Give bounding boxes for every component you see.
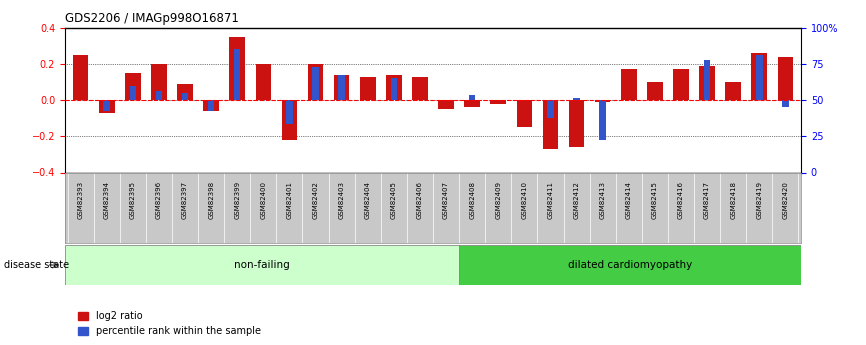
Text: GSM82420: GSM82420 xyxy=(782,181,788,219)
Bar xyxy=(182,93,188,100)
Text: GSM82394: GSM82394 xyxy=(104,181,110,219)
Legend: log2 ratio, percentile rank within the sample: log2 ratio, percentile rank within the s… xyxy=(74,307,264,340)
Bar xyxy=(726,82,741,100)
Text: GSM82399: GSM82399 xyxy=(234,181,240,219)
Bar xyxy=(569,100,585,147)
Text: GSM82400: GSM82400 xyxy=(261,181,267,219)
Bar xyxy=(360,77,376,100)
Text: GSM82403: GSM82403 xyxy=(339,181,345,219)
Text: GSM82398: GSM82398 xyxy=(208,181,214,219)
Bar xyxy=(151,64,167,100)
Bar xyxy=(778,57,793,100)
Text: GSM82410: GSM82410 xyxy=(521,181,527,219)
Bar xyxy=(307,64,323,100)
Bar xyxy=(490,100,506,104)
Bar xyxy=(469,95,475,100)
Bar xyxy=(547,100,553,118)
Text: disease state: disease state xyxy=(4,260,69,270)
Text: GSM82412: GSM82412 xyxy=(573,181,579,219)
Bar xyxy=(573,98,580,100)
Bar xyxy=(286,100,293,124)
Bar xyxy=(234,49,241,100)
Bar xyxy=(339,75,345,100)
Text: GSM82419: GSM82419 xyxy=(756,181,762,219)
Bar xyxy=(130,86,136,100)
Bar xyxy=(313,68,319,100)
Bar xyxy=(156,91,162,100)
Text: GSM82395: GSM82395 xyxy=(130,181,136,219)
Text: GSM82393: GSM82393 xyxy=(78,181,84,219)
Text: GSM82407: GSM82407 xyxy=(443,181,449,219)
Bar xyxy=(229,37,245,100)
Bar xyxy=(699,66,715,100)
Text: GSM82397: GSM82397 xyxy=(182,181,188,219)
Bar xyxy=(412,77,428,100)
Bar xyxy=(464,100,480,107)
Text: GSM82409: GSM82409 xyxy=(495,181,501,219)
Text: GSM82404: GSM82404 xyxy=(365,181,371,219)
Bar xyxy=(73,55,88,100)
Text: non-failing: non-failing xyxy=(234,260,290,270)
Bar xyxy=(281,100,297,140)
Bar xyxy=(595,100,611,102)
Text: GSM82417: GSM82417 xyxy=(704,181,710,219)
Text: GDS2206 / IMAGp998O16871: GDS2206 / IMAGp998O16871 xyxy=(65,12,239,25)
Text: GSM82413: GSM82413 xyxy=(599,181,605,219)
Bar xyxy=(459,245,801,285)
Bar xyxy=(333,75,350,100)
Text: GSM82402: GSM82402 xyxy=(313,181,319,219)
Text: GSM82418: GSM82418 xyxy=(730,181,736,219)
Text: GSM82411: GSM82411 xyxy=(547,181,553,219)
Text: dilated cardiomyopathy: dilated cardiomyopathy xyxy=(568,260,692,270)
Text: GSM82405: GSM82405 xyxy=(391,181,397,219)
Bar xyxy=(438,100,454,109)
Text: GSM82401: GSM82401 xyxy=(287,181,293,219)
Bar xyxy=(125,73,140,100)
Text: GSM82416: GSM82416 xyxy=(678,181,684,219)
Bar xyxy=(543,100,559,149)
Bar xyxy=(782,100,789,107)
Bar xyxy=(599,100,606,140)
Bar xyxy=(621,69,637,100)
Text: GSM82415: GSM82415 xyxy=(652,181,658,219)
Bar xyxy=(391,78,397,100)
Bar xyxy=(103,100,110,111)
Bar xyxy=(178,84,193,100)
Bar xyxy=(204,100,219,111)
Bar xyxy=(756,55,763,100)
Text: GSM82396: GSM82396 xyxy=(156,181,162,219)
Bar xyxy=(704,60,710,100)
Bar xyxy=(386,75,402,100)
Bar xyxy=(65,245,459,285)
Text: GSM82414: GSM82414 xyxy=(626,181,632,219)
Bar xyxy=(673,69,688,100)
Bar xyxy=(255,64,271,100)
Bar xyxy=(647,82,662,100)
Bar xyxy=(208,100,215,111)
Bar xyxy=(99,100,114,113)
Bar xyxy=(752,53,767,100)
Bar xyxy=(516,100,533,127)
Text: GSM82406: GSM82406 xyxy=(417,181,423,219)
Text: GSM82408: GSM82408 xyxy=(469,181,475,219)
